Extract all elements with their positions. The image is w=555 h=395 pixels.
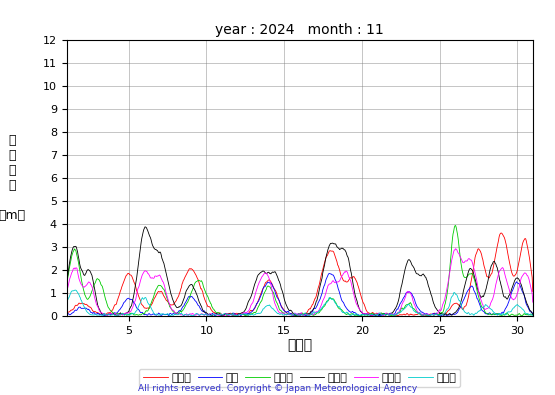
上ノ国 (72, 304, 78, 308)
石廈崎 (191, 281, 198, 286)
唐桑 (356, 313, 363, 318)
経ヶ岸 (208, 313, 215, 318)
Text: All rights reserved. Copyright © Japan Meteorological Agency: All rights reserved. Copyright © Japan M… (138, 384, 417, 393)
石廈崎 (120, 311, 127, 316)
唐桑 (326, 271, 333, 276)
Title: year : 2024   month : 11: year : 2024 month : 11 (215, 23, 384, 37)
Line: 唐桑: 唐桑 (67, 274, 533, 316)
屋久島 (112, 314, 119, 318)
石廈崎 (506, 314, 513, 318)
石廈崎 (72, 248, 78, 252)
上ノ国 (498, 231, 504, 235)
経ヶ岸 (120, 312, 127, 317)
石廈崎 (452, 223, 459, 228)
上ノ国 (356, 288, 363, 293)
唐桑 (371, 312, 378, 317)
X-axis label: （日）: （日） (287, 339, 312, 352)
生月島 (529, 300, 536, 305)
Legend: 上ノ国, 唐桑, 石廈崎, 経ヶ岸, 生月島, 屋久島: 上ノ国, 唐桑, 石廈崎, 経ヶ岸, 生月島, 屋久島 (139, 369, 461, 387)
上ノ国 (63, 312, 70, 317)
生月島 (72, 267, 78, 272)
経ヶ岸 (371, 312, 378, 316)
Y-axis label: 有
義
波
高

（m）: 有 義 波 高 （m） (0, 134, 26, 222)
生月島 (371, 313, 377, 318)
生月島 (167, 304, 174, 309)
屋久島 (193, 311, 200, 316)
経ヶ岸 (192, 289, 199, 294)
屋久島 (168, 312, 175, 317)
唐桑 (191, 298, 198, 303)
石廈崎 (529, 312, 536, 317)
Line: 生月島: 生月島 (67, 249, 533, 316)
経ヶ岸 (168, 292, 174, 297)
上ノ国 (370, 310, 377, 315)
屋久島 (529, 313, 536, 318)
唐桑 (357, 313, 364, 318)
経ヶ岸 (72, 244, 78, 249)
上ノ国 (395, 313, 401, 318)
屋久島 (72, 288, 78, 292)
Line: 経ヶ岸: 経ヶ岸 (67, 227, 533, 316)
石廈崎 (167, 305, 174, 310)
上ノ国 (120, 281, 127, 286)
唐桑 (120, 302, 127, 307)
石廈崎 (63, 292, 70, 296)
Line: 上ノ国: 上ノ国 (67, 233, 533, 316)
唐桑 (63, 312, 70, 317)
経ヶ岸 (529, 312, 536, 317)
上ノ国 (191, 271, 198, 276)
唐桑 (529, 312, 536, 316)
唐桑 (167, 311, 174, 316)
生月島 (63, 296, 70, 301)
生月島 (191, 313, 198, 318)
経ヶ岸 (357, 309, 364, 314)
生月島 (357, 308, 364, 313)
経ヶ岸 (63, 290, 70, 295)
石廈崎 (356, 313, 363, 318)
屋久島 (121, 312, 128, 317)
上ノ国 (529, 290, 536, 294)
石廈崎 (370, 312, 377, 316)
唐桑 (72, 308, 78, 313)
生月島 (452, 246, 459, 251)
上ノ国 (167, 303, 174, 307)
屋久島 (72, 288, 79, 293)
Line: 石廈崎: 石廈崎 (67, 226, 533, 316)
屋久島 (63, 305, 70, 309)
屋久島 (357, 313, 364, 318)
Line: 屋久島: 屋久島 (67, 290, 533, 316)
屋久島 (371, 313, 378, 318)
経ヶ岸 (142, 224, 148, 229)
生月島 (120, 312, 127, 316)
生月島 (225, 313, 232, 318)
